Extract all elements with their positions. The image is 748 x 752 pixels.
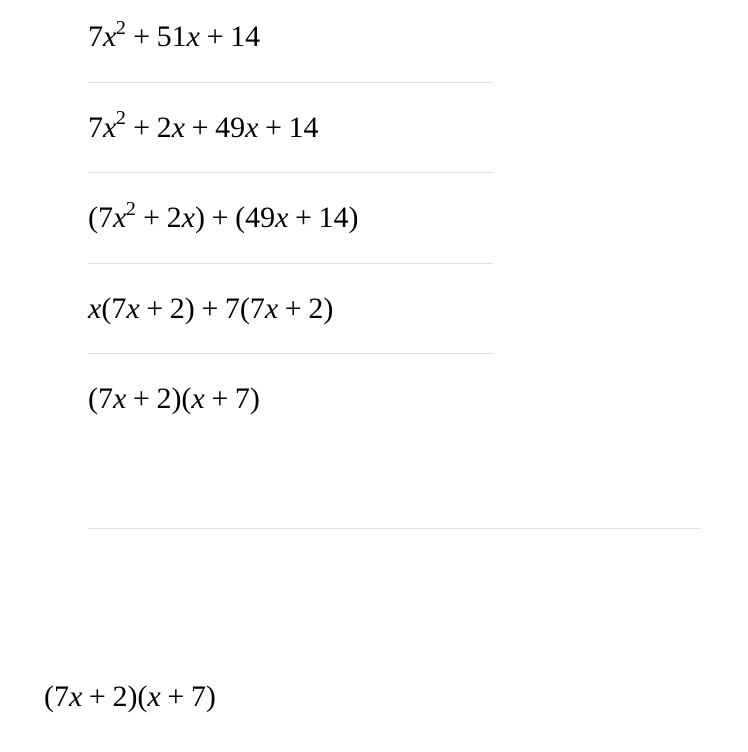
factoring-steps-list: 7x2+51x+14 7x2+2x+49x+14 (7x2+2x)+(49x+1… — [88, 18, 493, 444]
final-answer: (7x+2)(x+7) — [44, 680, 216, 714]
divider — [88, 528, 700, 529]
factoring-step: 7x2+51x+14 — [88, 18, 493, 83]
factoring-step: x(7x+2)+7(7x+2) — [88, 264, 493, 355]
factoring-step: (7x2+2x)+(49x+14) — [88, 173, 493, 264]
factoring-step: (7x+2)(x+7) — [88, 354, 493, 444]
page: 7x2+51x+14 7x2+2x+49x+14 (7x2+2x)+(49x+1… — [0, 0, 748, 752]
factoring-step: 7x2+2x+49x+14 — [88, 83, 493, 174]
